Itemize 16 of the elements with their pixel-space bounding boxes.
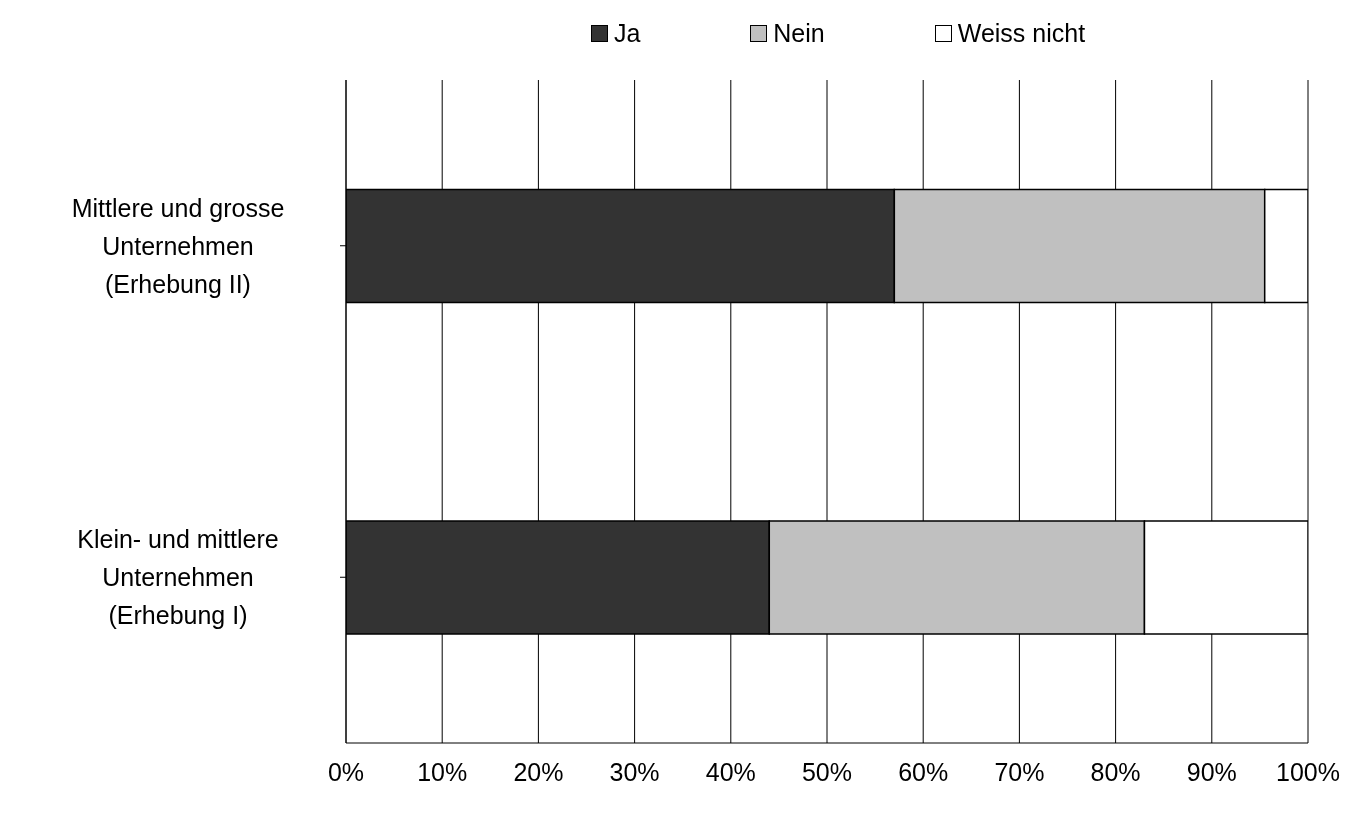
legend-label: Ja	[613, 18, 641, 48]
x-tick-label: 20%	[513, 757, 564, 786]
x-tick-label: 80%	[1090, 757, 1141, 786]
x-tick-label: 100%	[1276, 757, 1340, 786]
y-tick-label: Mittlere und grosse Unternehmen (Erhebung II)	[71, 193, 285, 298]
x-tick-label: 70%	[994, 757, 1045, 786]
y-tick-label: Klein- und mittlere Unternehmen (Erhebung I)	[77, 525, 279, 630]
x-tick-label: 10%	[417, 757, 468, 786]
x-tick-label: 40%	[705, 757, 756, 786]
legend-label: Weiss nicht	[957, 18, 1086, 48]
x-tick-label: 60%	[898, 757, 949, 786]
x-tick-label: 0%	[327, 757, 365, 786]
x-tick-label: 90%	[1186, 757, 1237, 786]
x-tick-label: 50%	[801, 757, 853, 786]
legend-label: Nein	[773, 18, 825, 48]
x-tick-label: 30%	[609, 757, 660, 786]
